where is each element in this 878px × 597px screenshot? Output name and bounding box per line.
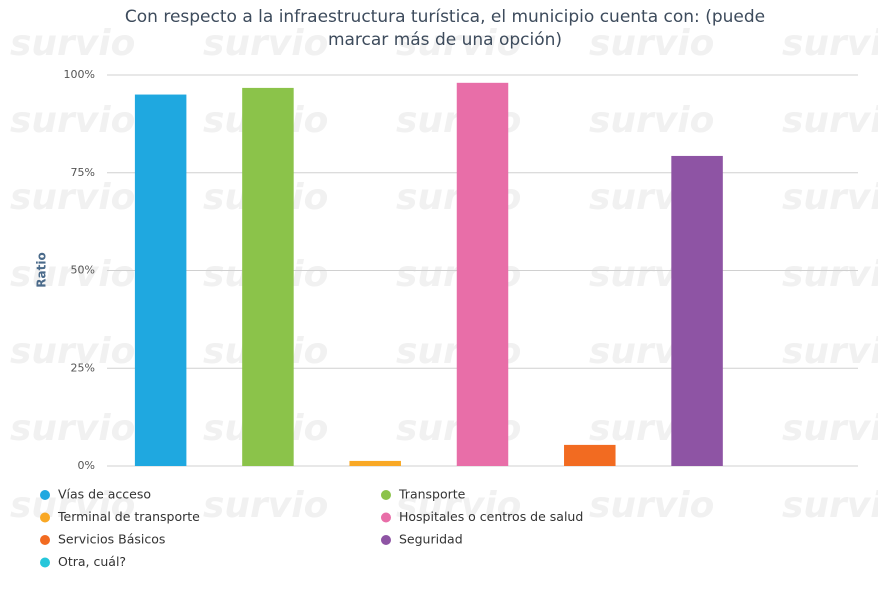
legend-marker	[381, 490, 391, 500]
legend-marker	[40, 535, 50, 545]
y-tick-label: 0%	[78, 459, 95, 472]
legend-label: Vías de acceso	[58, 487, 151, 502]
bar	[242, 87, 294, 466]
watermark: survio	[589, 485, 714, 526]
legend-label: Otra, cuál?	[58, 554, 126, 569]
watermark: survio	[10, 331, 135, 372]
watermark: survio	[203, 23, 328, 64]
watermark: survio	[10, 485, 135, 526]
legend-marker	[381, 512, 391, 523]
watermark: survio	[782, 331, 878, 372]
watermark: survio	[782, 100, 878, 141]
watermark: survio	[10, 408, 135, 449]
watermark: survio	[782, 485, 878, 526]
legend-marker	[40, 512, 50, 523]
legend-label: Terminal de transporte	[57, 509, 200, 524]
legend-label: Seguridad	[399, 532, 463, 547]
watermark: survio	[782, 408, 878, 449]
legend-label: Hospitales o centros de salud	[399, 509, 583, 524]
legend-label: Transporte	[398, 487, 466, 502]
chart-title: Con respecto a la infraestructura turíst…	[124, 7, 766, 50]
watermark: survio	[10, 254, 135, 295]
bar	[134, 94, 187, 467]
watermark: survio	[10, 100, 135, 141]
y-tick-label: 50%	[71, 264, 95, 277]
legend-label: Servicios Básicos	[58, 532, 165, 547]
watermark: survio	[203, 485, 328, 526]
watermark: survio	[782, 177, 878, 218]
bar	[349, 460, 401, 466]
watermark: survio	[10, 177, 135, 218]
watermark: survio	[10, 23, 135, 64]
watermark: survio	[782, 254, 878, 295]
watermark: survio	[589, 100, 714, 141]
watermark: survio	[396, 23, 521, 64]
y-tick-label: 25%	[71, 361, 95, 374]
y-tick-label: 75%	[71, 166, 95, 179]
y-axis-label: Ratio	[35, 252, 49, 287]
bar	[564, 444, 616, 466]
bar	[671, 155, 723, 466]
watermark: survio	[589, 23, 714, 64]
watermark: survio	[396, 485, 521, 526]
watermark: survio	[782, 23, 878, 64]
legend-marker	[40, 490, 50, 500]
legend-marker	[40, 557, 50, 568]
y-tick-label: 100%	[64, 68, 95, 81]
bar	[456, 82, 509, 466]
legend-marker	[381, 535, 391, 545]
